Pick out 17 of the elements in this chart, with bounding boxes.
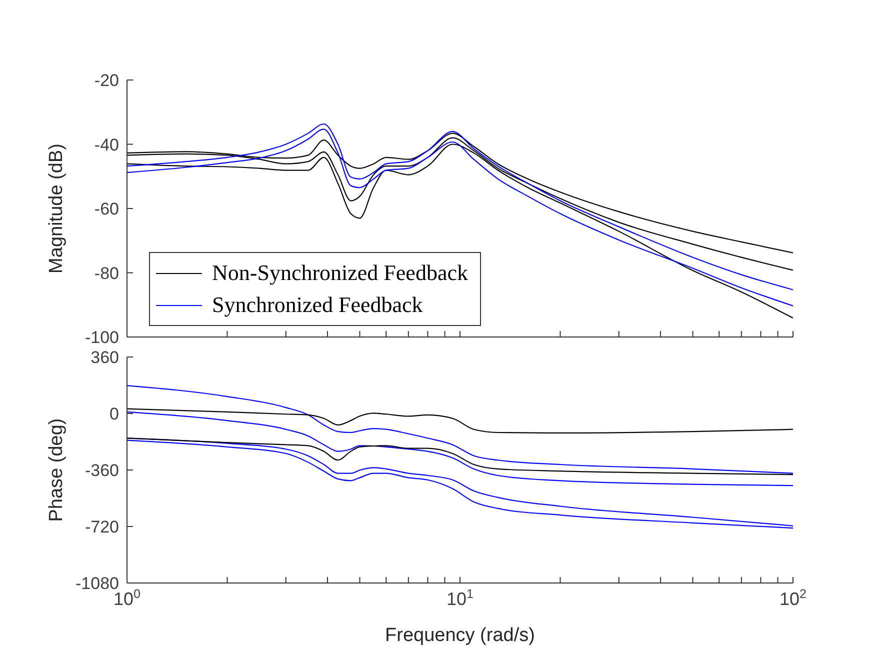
y-tick-label: -100 <box>84 328 119 348</box>
y-tick-label: 0 <box>110 404 119 424</box>
x-axis-title: Frequency (rad/s) <box>385 625 535 646</box>
legend-label: Non-Synchronized Feedback <box>212 259 468 287</box>
y-axis-title: Magnitude (dB) <box>46 144 67 274</box>
y-tick-label: -720 <box>84 518 119 537</box>
y-axis-title: Phase (deg) <box>46 418 67 522</box>
y-tick-label: -60 <box>94 200 119 219</box>
y-tick-label: -80 <box>94 264 119 283</box>
x-tick-label: 10$^{1}$ <box>446 587 474 609</box>
legend-label: Synchronized Feedback <box>212 291 423 319</box>
y-tick-label: -360 <box>84 461 119 480</box>
y-tick-label: -1080 <box>76 574 119 594</box>
y-tick-label: -20 <box>94 71 119 90</box>
y-tick-label: 360 <box>90 348 119 368</box>
y-tick-label: -40 <box>94 135 119 154</box>
x-tick-label: 10$^{2}$ <box>779 587 807 609</box>
